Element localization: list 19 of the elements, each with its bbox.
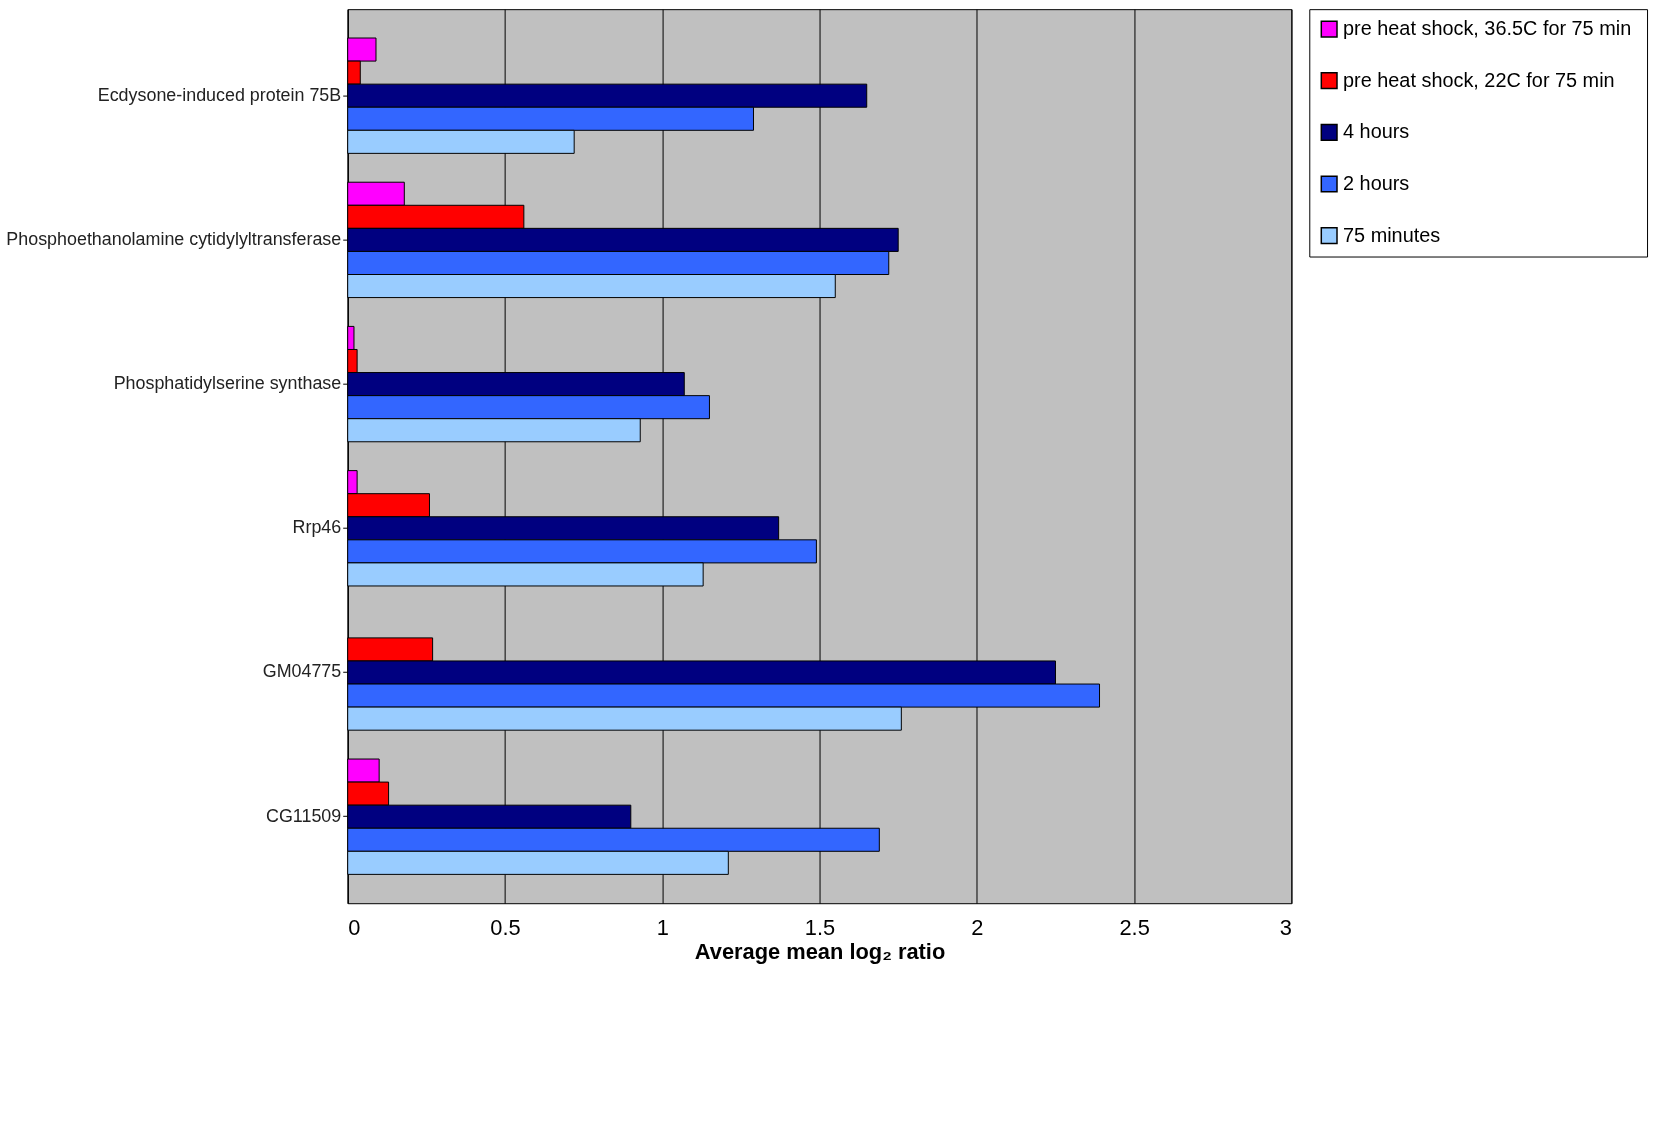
y-tick-label: Ecdysone-induced protein 75B (97, 84, 342, 105)
y-tick-label: Phosphatidylserine synthase (113, 373, 342, 394)
y-tick-label: Rrp46 (292, 517, 342, 538)
x-tick-label: 3 (1279, 914, 1292, 940)
x-tick-label: 1.5 (804, 914, 836, 940)
y-tick-label: CG11509 (266, 805, 342, 826)
y-tick-label: GM04775 (262, 661, 342, 682)
legend-label: 75 minutes (1343, 223, 1441, 246)
legend-label: 2 hours (1343, 171, 1410, 194)
legend-label: pre heat shock, 22C for 75 min (1343, 68, 1615, 91)
x-tick-label: 0 (348, 914, 361, 940)
legend-label: 4 hours (1343, 120, 1410, 143)
y-tick-label: Phosphoethanolamine cytidylyltransferase (6, 228, 342, 249)
legend-label: pre heat shock, 36.5C for 75 min (1343, 17, 1632, 39)
x-axis-title: Average mean log₂ ratio (694, 939, 946, 965)
x-tick-label: 1 (656, 914, 669, 940)
x-tick-label: 2.5 (1119, 914, 1150, 940)
x-tick-label: 0.5 (490, 914, 521, 940)
x-tick-label: 2 (971, 914, 984, 940)
